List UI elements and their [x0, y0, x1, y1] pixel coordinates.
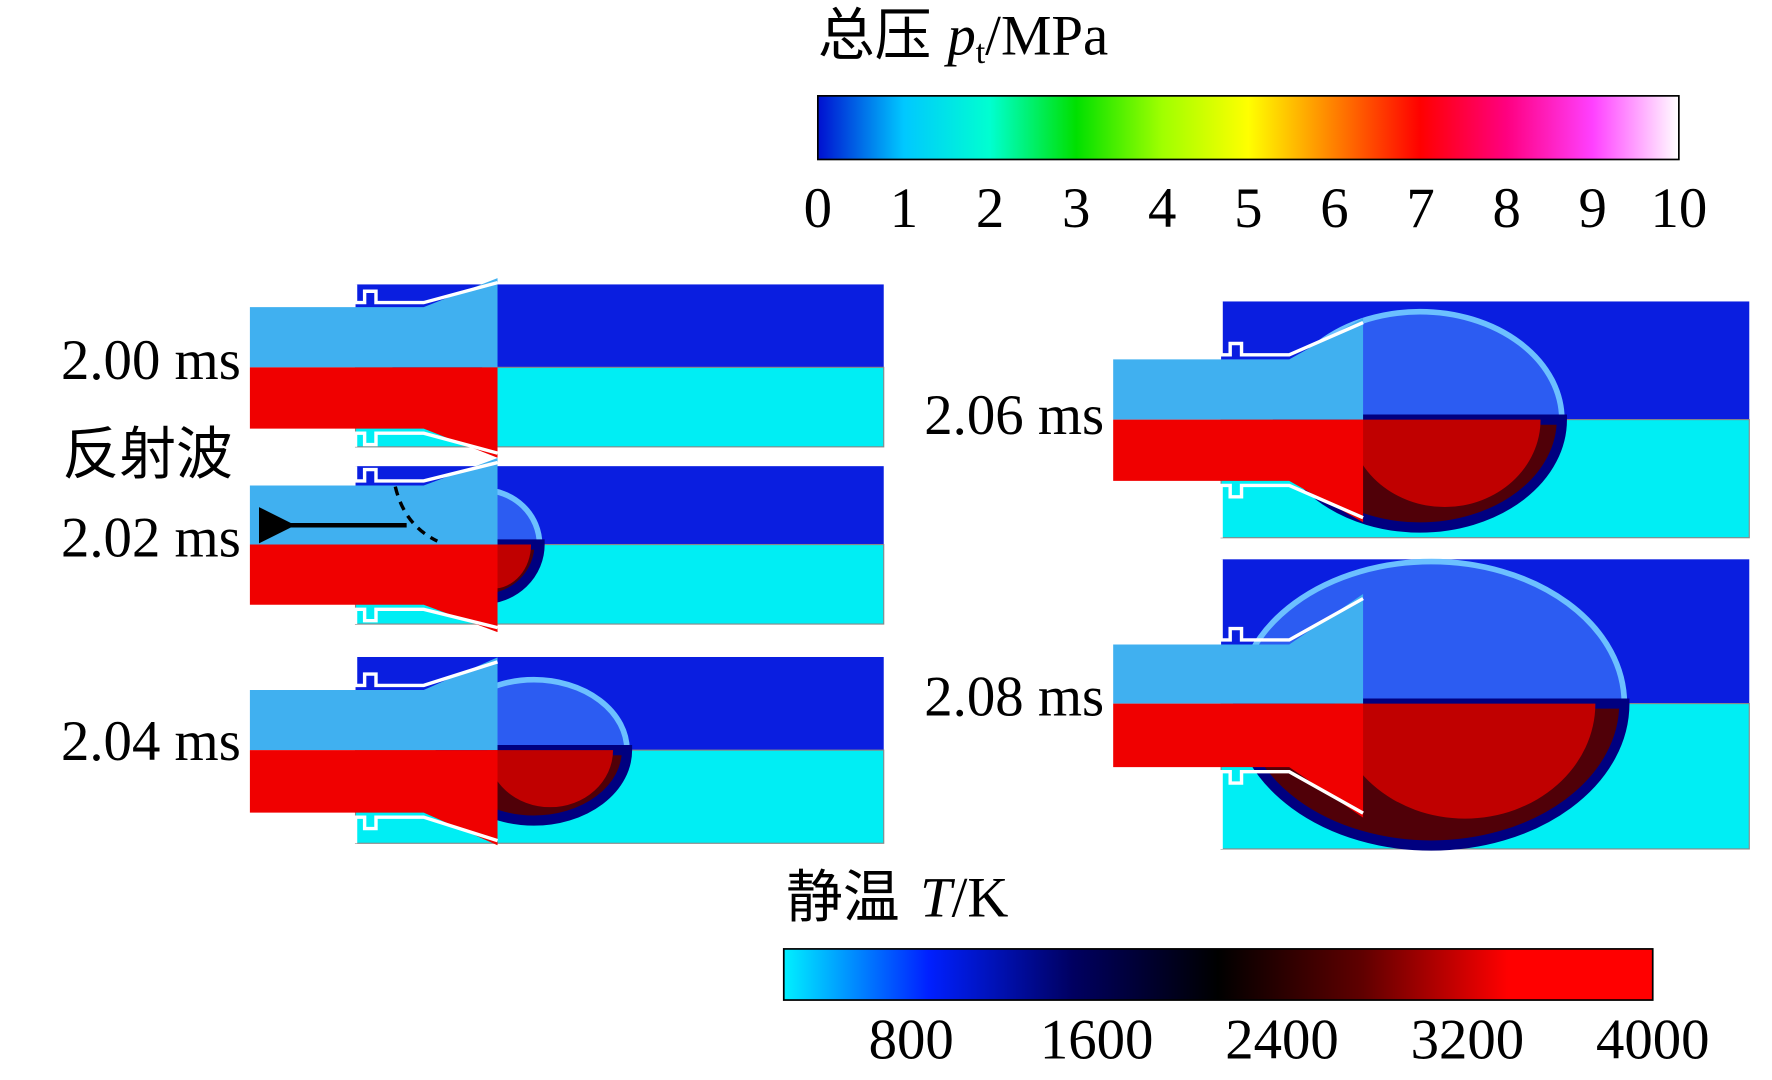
chamber-lower [1113, 419, 1364, 523]
plume-core [1348, 419, 1541, 508]
tick-label: 0 [804, 177, 832, 240]
colorbar [816, 95, 1680, 161]
chamber-lower [249, 367, 498, 458]
cfd-panel [1113, 558, 1750, 851]
panel-label: 2.08 ms [924, 665, 1104, 728]
reflected-wave-front [393, 486, 439, 543]
wall [353, 460, 498, 483]
wall [353, 815, 499, 844]
tick-label: 10 [1650, 177, 1707, 240]
wall [1219, 483, 1364, 538]
wall [1219, 301, 1364, 357]
tick-label: 6 [1320, 177, 1348, 240]
unit: /MPa [985, 4, 1108, 67]
colorbar [782, 948, 1654, 1001]
symbol: T [920, 867, 955, 930]
cfd-panel [249, 278, 885, 458]
tick-label: 7 [1406, 177, 1434, 240]
chamber-upper [249, 657, 498, 751]
chamber-lower [249, 750, 498, 846]
cfd-panel [249, 656, 885, 846]
tick-label: 2400 [1225, 1009, 1339, 1072]
tick-label: 1 [890, 177, 918, 240]
tick-label: 1600 [1040, 1009, 1154, 1072]
wall [1219, 770, 1364, 849]
tick-label: 9 [1579, 177, 1607, 240]
panel-label: 2.04 ms [61, 710, 241, 773]
unit: /K [952, 867, 1009, 930]
tick-label: 4000 [1596, 1009, 1710, 1072]
tick-label: 5 [1234, 177, 1262, 240]
plume-core [1334, 703, 1596, 819]
symbol: p [943, 4, 975, 67]
wall [353, 656, 499, 688]
tick-label: 3 [1062, 177, 1090, 240]
title-text: 静温 [786, 867, 900, 930]
chamber-upper [249, 278, 498, 368]
tick-label: 3200 [1411, 1009, 1525, 1072]
chamber-upper [249, 458, 498, 545]
title-text: 总压 [818, 4, 932, 67]
wall [353, 607, 498, 630]
colorbar-title: 总压 pt/MPa [818, 4, 1108, 70]
panel-label: 2.02 ms [61, 506, 241, 569]
chamber-lower [249, 544, 498, 633]
tick-label: 800 [869, 1009, 954, 1072]
annotation: 反射波 [62, 424, 232, 487]
tick-label: 4 [1148, 177, 1176, 240]
tick-label: 8 [1492, 177, 1520, 240]
panel-label: 2.00 ms [61, 329, 241, 392]
chamber-upper [1113, 318, 1364, 420]
wall [353, 431, 498, 455]
plume-core [487, 750, 614, 808]
panel-label: 2.06 ms [924, 384, 1104, 447]
wall [353, 281, 498, 305]
wall [1219, 559, 1364, 642]
chamber-upper [1113, 594, 1364, 704]
cfd-panel [249, 458, 885, 633]
chamber-lower [1113, 703, 1364, 818]
cfd-panel [1113, 301, 1750, 539]
subscript: t [976, 34, 986, 71]
colorbar-title: 静温 T/K [786, 867, 1008, 930]
tick-label: 2 [976, 177, 1004, 240]
